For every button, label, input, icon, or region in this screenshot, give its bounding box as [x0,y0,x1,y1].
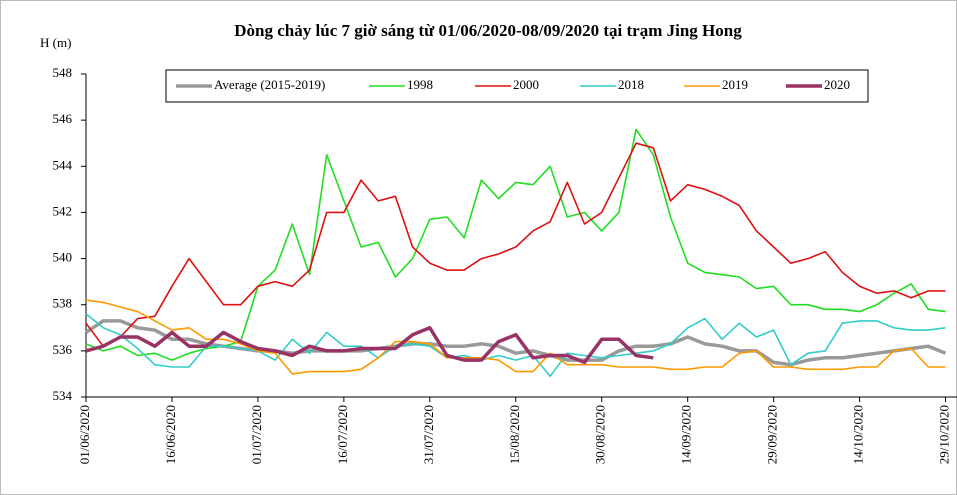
legend-label: Average (2015-2019) [214,77,325,92]
series-line [85,313,946,377]
legend-label: 2000 [513,77,539,92]
y-axis-label: H (m) [40,35,71,50]
legend-box [165,69,869,103]
y-tick-label: 534 [53,388,73,403]
legend-label: 2019 [722,77,748,92]
x-tick-label: 31/07/2020 [421,405,436,464]
x-tick-label: 29/09/2020 [765,405,780,464]
chart-title: Dòng chảy lúc 7 giờ sáng từ 01/06/2020-0… [234,21,742,40]
x-tick-label: 30/08/2020 [593,405,608,464]
x-tick-label: 29/10/2020 [937,405,952,464]
legend-label: 1998 [407,77,433,92]
legend-label: 2018 [618,77,644,92]
y-tick-label: 536 [53,342,73,357]
series-line [85,326,654,365]
x-tick-label: 14/09/2020 [679,405,694,464]
x-tick-label: 16/07/2020 [335,405,350,464]
series-line [85,299,946,375]
y-tick-label: 538 [53,296,73,311]
y-tick-label: 544 [53,157,73,172]
series-line [85,128,946,361]
x-tick-label: 01/07/2020 [249,405,264,464]
y-tick-label: 546 [53,111,73,126]
y-tick-label: 548 [53,65,73,80]
x-tick-label: 14/10/2020 [851,405,866,464]
y-tick-label: 542 [53,203,73,218]
series-line [85,142,946,347]
x-tick-label: 16/06/2020 [163,405,178,464]
y-tick-label: 540 [53,250,73,265]
x-tick-label: 01/06/2020 [77,405,92,464]
x-tick-label: 15/08/2020 [507,405,522,464]
legend-label: 2020 [824,77,850,92]
